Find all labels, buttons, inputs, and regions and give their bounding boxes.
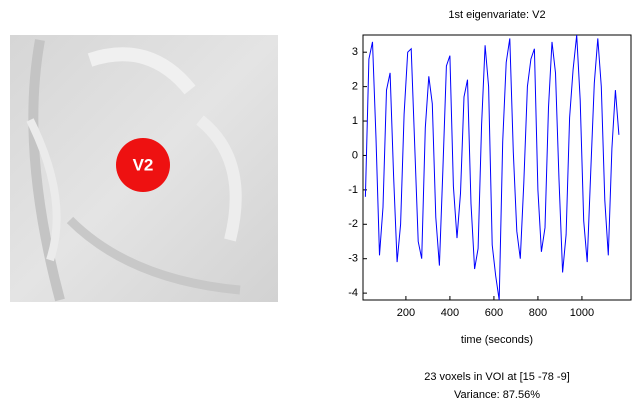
y-tick-label: 0 — [352, 149, 358, 161]
x-tick-label: 400 — [441, 307, 459, 319]
roi-marker — [116, 138, 170, 192]
x-axis-label: time (seconds) — [461, 334, 533, 346]
voxels-caption: 23 voxels in VOI at [15 -78 -9] — [424, 371, 570, 383]
x-tick-label: 800 — [529, 307, 547, 319]
y-tick-label: -3 — [348, 253, 358, 265]
x-tick-label: 200 — [397, 307, 415, 319]
x-tick-label: 1000 — [570, 307, 594, 319]
y-tick-label: -2 — [348, 218, 358, 230]
brain-image: V2 — [10, 35, 278, 302]
plot: -4 -3 -2 -1 0 1 2 3 200 400 600 800 1000 — [348, 34, 632, 319]
y-tick-label: 2 — [352, 81, 358, 93]
roi-label: V2 — [133, 155, 154, 174]
chart-title: 1st eigenvariate: V2 — [448, 9, 545, 21]
y-tick-label: -1 — [348, 184, 358, 196]
variance-caption: Variance: 87.56% — [454, 389, 540, 401]
x-tick-label: 600 — [485, 307, 503, 319]
y-tick-label: -4 — [348, 287, 358, 299]
series-line — [364, 34, 620, 301]
y-tick-label: 1 — [352, 115, 358, 127]
y-tick-label: 3 — [352, 46, 358, 58]
